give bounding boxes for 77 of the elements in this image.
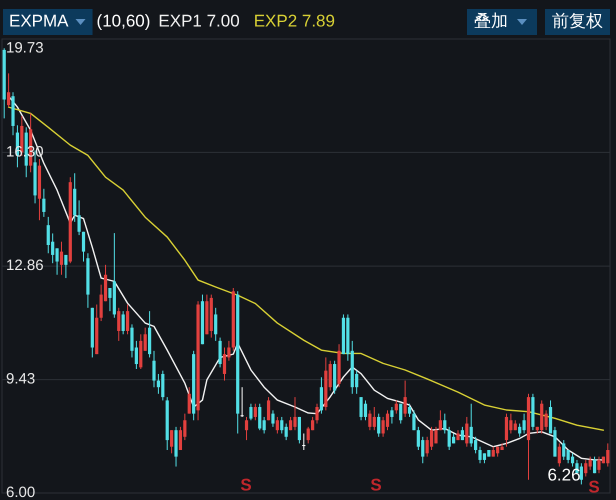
candlestick <box>562 440 566 460</box>
y-tick-label: 19.73 <box>6 39 44 56</box>
candlestick <box>315 403 319 424</box>
candlestick <box>592 456 596 474</box>
candlestick <box>7 72 10 108</box>
candlestick <box>394 400 398 414</box>
candlestick <box>438 410 442 431</box>
candlestick <box>60 241 64 276</box>
candlestick <box>302 432 306 451</box>
candlestick <box>42 188 46 218</box>
candlestick <box>82 231 86 262</box>
candlestick <box>320 376 324 414</box>
annotation: S <box>370 475 382 494</box>
candlestick <box>249 403 253 421</box>
candlestick <box>288 416 292 431</box>
candlestick <box>364 400 368 421</box>
candlestick <box>597 456 601 474</box>
chart-title: EXPMA <box>9 11 70 30</box>
candlestick <box>580 462 583 485</box>
candlestick <box>465 416 468 448</box>
text: 叠加 <box>474 11 508 30</box>
candlestick <box>443 413 446 434</box>
candlestick <box>606 442 610 468</box>
candlestick <box>276 416 279 434</box>
candlestick <box>117 307 120 342</box>
candlestick <box>298 416 301 444</box>
candlestick <box>271 410 275 428</box>
candlestick <box>386 410 390 431</box>
candlestick <box>218 337 222 368</box>
candlestick <box>293 396 297 431</box>
annotation: 6.26 <box>547 465 581 484</box>
candlestick <box>244 416 248 441</box>
candlestick <box>448 426 451 451</box>
candlestick <box>452 432 456 444</box>
candlestick <box>126 304 130 335</box>
candlestick <box>570 452 574 468</box>
candlestick <box>152 350 156 388</box>
chart-subtitle: (10,60) <box>96 11 150 30</box>
candlestick <box>359 396 363 421</box>
candlestick <box>188 386 191 414</box>
candlestick <box>478 446 482 464</box>
annotation: S <box>588 477 600 496</box>
candlestick <box>122 310 125 335</box>
candlestick <box>170 430 174 454</box>
y-tick-label: 6.00 <box>6 484 36 500</box>
candlestick <box>254 403 257 421</box>
candlestick <box>222 347 226 382</box>
candlestick <box>377 413 380 438</box>
candlestick <box>390 406 394 424</box>
y-tick-label: 9.43 <box>6 370 36 388</box>
candlestick <box>399 403 402 424</box>
candlestick <box>161 370 164 401</box>
candlestick <box>214 307 218 342</box>
text: EXP1 7.00 <box>158 11 240 30</box>
candlestick <box>382 416 385 438</box>
candlestick <box>408 403 412 418</box>
candlestick <box>404 380 407 418</box>
candlestick <box>412 410 416 431</box>
candlestick <box>258 403 262 431</box>
candlestick <box>78 200 81 236</box>
candlestick <box>64 254 68 279</box>
candlestick <box>522 413 526 434</box>
candlestick <box>558 442 561 468</box>
text: EXP2 7.89 <box>254 11 335 30</box>
candlestick <box>434 426 438 444</box>
candlestick <box>430 426 434 451</box>
candlestick <box>266 396 270 421</box>
text: 前复权 <box>552 11 603 30</box>
candlestick <box>504 413 508 448</box>
candlestick <box>460 426 464 441</box>
candlestick <box>156 373 160 394</box>
annotation: S <box>240 475 252 494</box>
candlestick <box>470 403 473 448</box>
candlestick <box>240 386 244 418</box>
candlestick <box>372 406 376 431</box>
candlestick <box>518 423 522 438</box>
y-tick-label: 12.86 <box>6 257 44 274</box>
